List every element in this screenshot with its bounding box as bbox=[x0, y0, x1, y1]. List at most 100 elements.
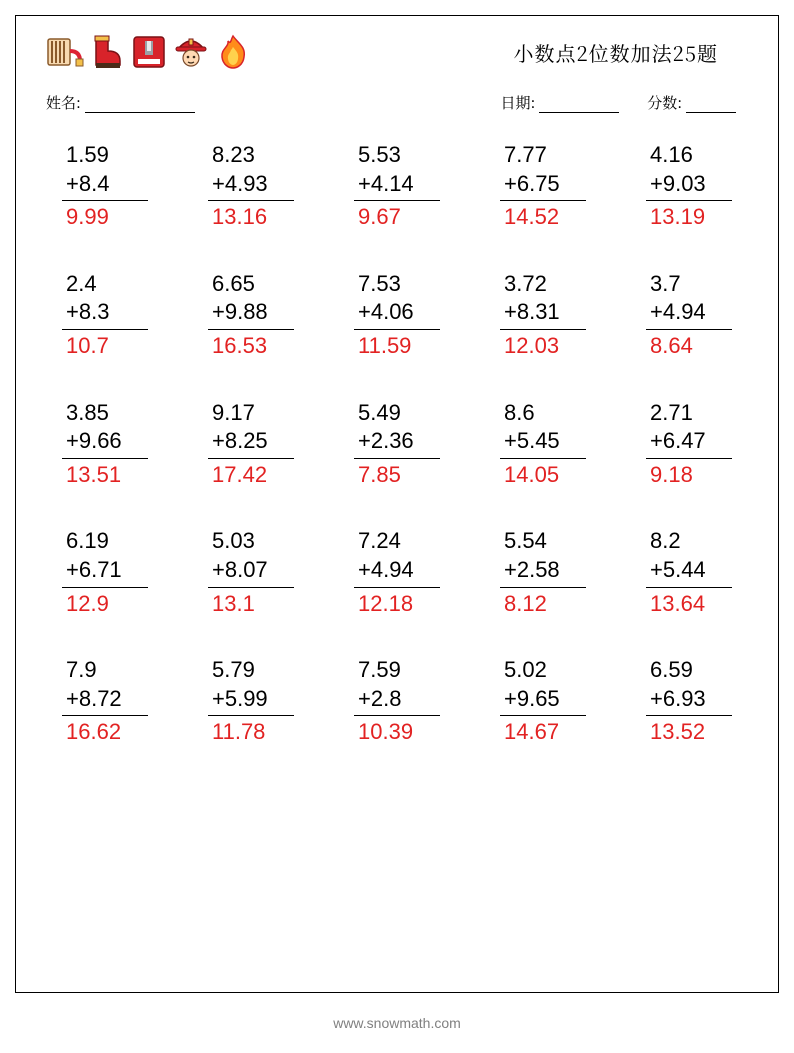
sum-rule bbox=[62, 200, 148, 201]
problem-box: 7.9+8.7216.62 bbox=[62, 656, 148, 747]
addend-top: 6.59 bbox=[646, 656, 732, 685]
answer: 14.05 bbox=[500, 461, 586, 490]
answer: 14.52 bbox=[500, 203, 586, 232]
problem-box: 2.4+8.310.7 bbox=[62, 270, 148, 361]
addend-bottom: +8.3 bbox=[62, 298, 148, 327]
date-field: 日期: bbox=[501, 92, 620, 113]
addend-bottom: +4.94 bbox=[354, 556, 440, 585]
addend-bottom: +4.14 bbox=[354, 170, 440, 199]
problem-box: 5.49+2.36 7.85 bbox=[354, 399, 440, 490]
addend-bottom: +8.31 bbox=[500, 298, 586, 327]
problem: 3.7+4.948.64 bbox=[630, 270, 748, 361]
worksheet-frame: 小数点2位数加法25题 姓名: 日期: 分数: 1.59+8.49.998.23… bbox=[15, 15, 779, 993]
addend-bottom: +9.65 bbox=[500, 685, 586, 714]
addend-top: 5.03 bbox=[208, 527, 294, 556]
sum-rule bbox=[354, 458, 440, 459]
addend-top: 3.72 bbox=[500, 270, 586, 299]
problem: 2.4+8.310.7 bbox=[46, 270, 164, 361]
problem-box: 8.2+5.4413.64 bbox=[646, 527, 732, 618]
addend-top: 1.59 bbox=[62, 141, 148, 170]
addend-bottom: +2.36 bbox=[354, 427, 440, 456]
addend-bottom: +9.03 bbox=[646, 170, 732, 199]
addend-top: 5.54 bbox=[500, 527, 586, 556]
answer: 9.67 bbox=[354, 203, 440, 232]
boot-icon bbox=[88, 33, 126, 71]
problem-box: 7.53+4.0611.59 bbox=[354, 270, 440, 361]
addend-top: 7.24 bbox=[354, 527, 440, 556]
addend-top: 7.77 bbox=[500, 141, 586, 170]
sum-rule bbox=[208, 200, 294, 201]
name-blank bbox=[85, 98, 195, 113]
addend-bottom: +2.8 bbox=[354, 685, 440, 714]
problem-box: 7.77+6.75 14.52 bbox=[500, 141, 586, 232]
addend-top: 7.9 bbox=[62, 656, 148, 685]
sum-rule bbox=[62, 458, 148, 459]
answer: 12.03 bbox=[500, 332, 586, 361]
answer: 14.67 bbox=[500, 718, 586, 747]
problem-box: 5.79+5.9911.78 bbox=[208, 656, 294, 747]
answer: 13.51 bbox=[62, 461, 148, 490]
sum-rule bbox=[646, 587, 732, 588]
addend-bottom: +6.75 bbox=[500, 170, 586, 199]
sum-rule bbox=[646, 458, 732, 459]
addend-bottom: +4.93 bbox=[208, 170, 294, 199]
problem-box: 3.72+8.31 12.03 bbox=[500, 270, 586, 361]
problem: 5.79+5.9911.78 bbox=[192, 656, 310, 747]
answer: 8.64 bbox=[646, 332, 732, 361]
name-label: 姓名: bbox=[46, 92, 81, 113]
addend-bottom: +6.93 bbox=[646, 685, 732, 714]
problem: 6.65+9.8816.53 bbox=[192, 270, 310, 361]
addend-bottom: +8.07 bbox=[208, 556, 294, 585]
problem-box: 3.85+9.6613.51 bbox=[62, 399, 148, 490]
addend-top: 8.6 bbox=[500, 399, 586, 428]
answer: 11.59 bbox=[354, 332, 440, 361]
addend-top: 5.02 bbox=[500, 656, 586, 685]
header-icons bbox=[46, 33, 252, 71]
sum-rule bbox=[500, 200, 586, 201]
addend-bottom: +8.4 bbox=[62, 170, 148, 199]
answer: 11.78 bbox=[208, 718, 294, 747]
sum-rule bbox=[354, 587, 440, 588]
addend-bottom: +5.45 bbox=[500, 427, 586, 456]
addend-top: 6.65 bbox=[208, 270, 294, 299]
problem: 3.85+9.6613.51 bbox=[46, 399, 164, 490]
score-field: 分数: bbox=[647, 92, 736, 113]
problem: 1.59+8.49.99 bbox=[46, 141, 164, 232]
answer: 13.19 bbox=[646, 203, 732, 232]
answer: 10.7 bbox=[62, 332, 148, 361]
sum-rule bbox=[500, 458, 586, 459]
addend-bottom: +4.94 bbox=[646, 298, 732, 327]
problem: 5.53+4.149.67 bbox=[338, 141, 456, 232]
sum-rule bbox=[354, 715, 440, 716]
addend-top: 7.53 bbox=[354, 270, 440, 299]
problem: 6.19+6.7112.9 bbox=[46, 527, 164, 618]
problem: 8.6+5.45 14.05 bbox=[484, 399, 602, 490]
problem-box: 2.71+6.479.18 bbox=[646, 399, 732, 490]
answer: 12.18 bbox=[354, 590, 440, 619]
answer: 7.85 bbox=[354, 461, 440, 490]
problem-box: 7.59+2.810.39 bbox=[354, 656, 440, 747]
answer: 8.12 bbox=[500, 590, 586, 619]
info-row: 姓名: 日期: 分数: bbox=[46, 92, 748, 113]
sum-rule bbox=[354, 200, 440, 201]
problem-box: 5.54+2.588.12 bbox=[500, 527, 586, 618]
problem: 7.59+2.810.39 bbox=[338, 656, 456, 747]
problem-box: 6.19+6.7112.9 bbox=[62, 527, 148, 618]
sum-rule bbox=[208, 587, 294, 588]
problem-box: 1.59+8.49.99 bbox=[62, 141, 148, 232]
date-label: 日期: bbox=[501, 92, 536, 113]
problem-box: 5.53+4.149.67 bbox=[354, 141, 440, 232]
addend-top: 7.59 bbox=[354, 656, 440, 685]
sum-rule bbox=[62, 329, 148, 330]
addend-top: 5.79 bbox=[208, 656, 294, 685]
answer: 13.52 bbox=[646, 718, 732, 747]
problem: 6.59+6.93 13.52 bbox=[630, 656, 748, 747]
addend-top: 5.49 bbox=[354, 399, 440, 428]
sum-rule bbox=[646, 715, 732, 716]
hose-icon bbox=[46, 33, 84, 71]
problem-box: 5.03+8.07 13.1 bbox=[208, 527, 294, 618]
answer: 13.1 bbox=[208, 590, 294, 619]
problem: 8.2+5.4413.64 bbox=[630, 527, 748, 618]
problem-box: 9.17+8.2517.42 bbox=[208, 399, 294, 490]
problem-grid: 1.59+8.49.998.23+4.9313.165.53+4.149.677… bbox=[46, 141, 748, 747]
